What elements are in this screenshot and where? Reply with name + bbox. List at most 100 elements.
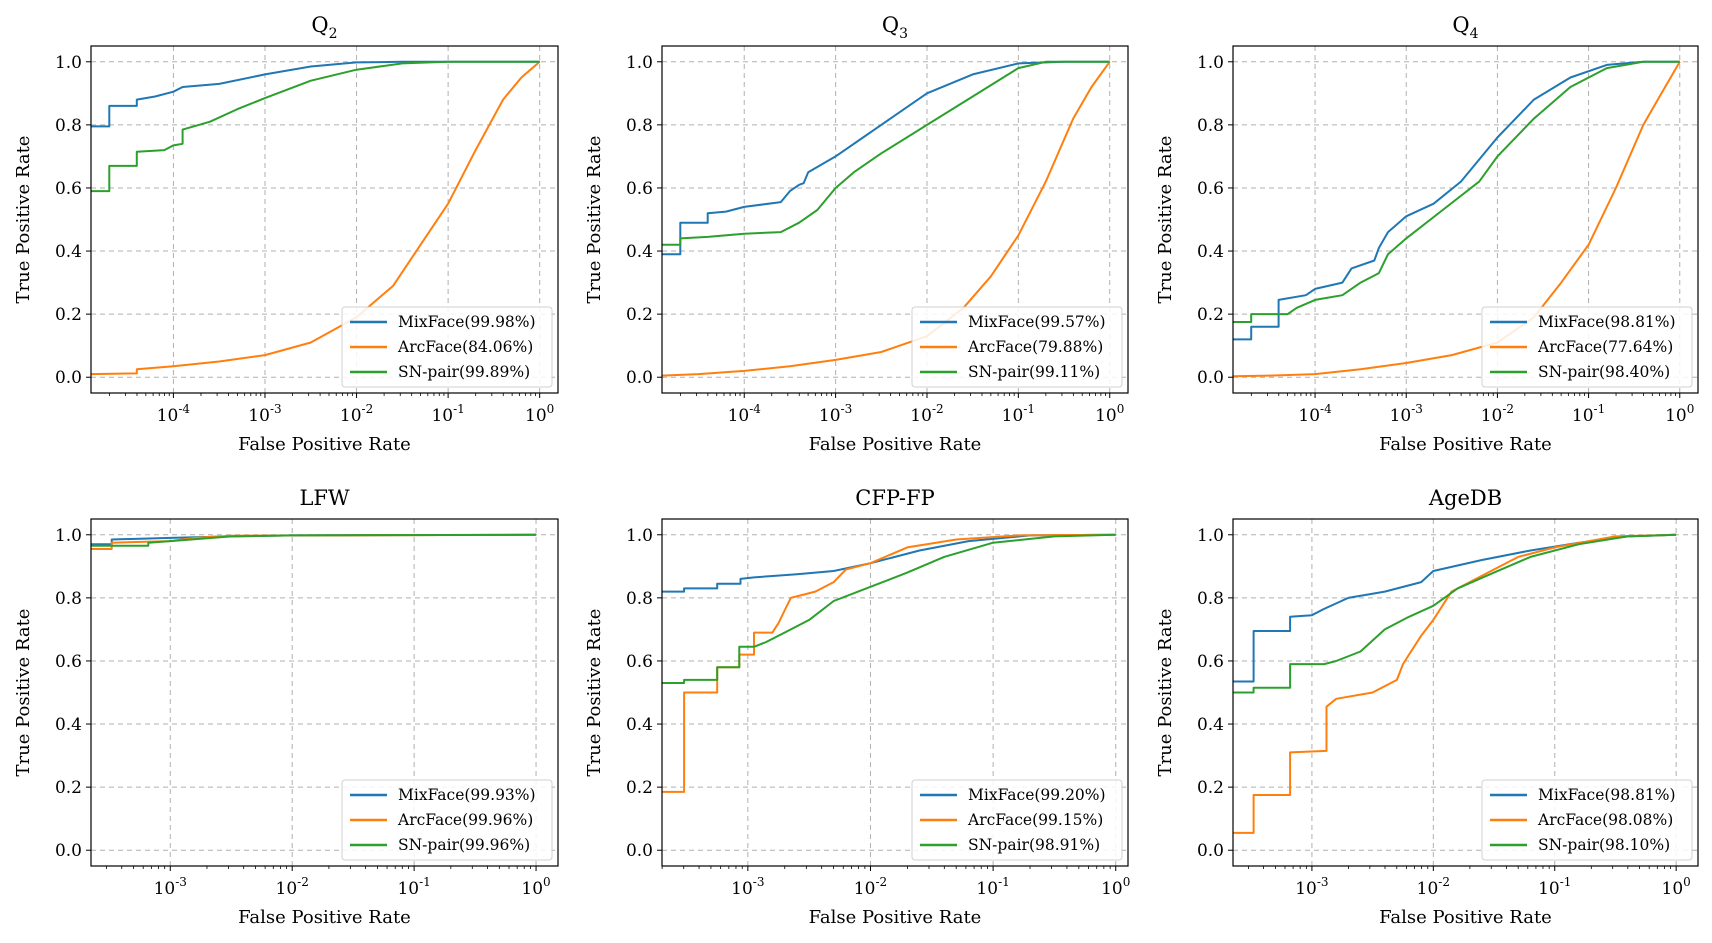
panel-title-main: Q [882, 13, 899, 37]
x-tick-label: 100 [1095, 402, 1124, 426]
x-tick-exponent: -1 [998, 875, 1010, 889]
legend-item: ArcFace(84.06%) [350, 338, 533, 356]
roc-curve-sn-pair [1233, 60, 1680, 323]
legend-item: SN-pair(99.11%) [920, 363, 1100, 381]
legend: MixFace(99.93%) ArcFace(99.96%) SN-pair(99… [341, 779, 553, 861]
x-tick-exponent: 0 [1687, 402, 1695, 416]
x-tick-base: 10 [276, 879, 298, 899]
x-tick-label: 100 [525, 402, 554, 426]
roc-curve-sn-pair [91, 60, 540, 193]
x-tick-label: 100 [521, 875, 550, 899]
x-tick-exponent: 0 [1683, 875, 1691, 889]
x-tick-exponent: -2 [1502, 402, 1514, 416]
x-tick-label: 10-2 [1417, 875, 1450, 899]
legend-label: ArcFace(98.08%) [1537, 811, 1673, 829]
y-axis-label: True Positive Rate [1155, 609, 1176, 777]
panel-title-main: Q [311, 13, 328, 37]
legend-item: ArcFace(98.08%) [1490, 811, 1673, 829]
x-tick-base: 10 [1572, 406, 1594, 426]
legend-label: MixFace(99.98%) [398, 313, 536, 331]
legend-label: ArcFace(84.06%) [397, 338, 533, 356]
y-tick-label: 1.0 [55, 526, 82, 546]
y-tick-label: 0.4 [55, 242, 82, 262]
x-tick-exponent: -4 [1320, 402, 1332, 416]
legend-item: ArcFace(79.88%) [920, 338, 1103, 356]
y-tick-label: 0.0 [626, 368, 653, 388]
x-axis-label: False Positive Rate [809, 434, 982, 455]
x-tick-exponent: -3 [270, 402, 282, 416]
x-tick-exponent: -2 [297, 875, 309, 889]
plot-frame [90, 45, 559, 394]
x-tick-base: 10 [157, 406, 179, 426]
x-tick-label: 10-3 [248, 402, 281, 426]
x-tick-exponent: -1 [1560, 875, 1572, 889]
x-tick-base: 10 [976, 879, 998, 899]
y-axis-label: True Positive Rate [584, 609, 605, 777]
legend-item: MixFace(99.20%) [920, 786, 1106, 804]
y-tick-label: 0.6 [1197, 179, 1224, 199]
legend-label: SN-pair(98.40%) [1538, 363, 1670, 381]
y-tick-label: 1.0 [626, 53, 653, 73]
panel-title: Q2 [311, 13, 337, 42]
x-tick-exponent: -2 [362, 402, 374, 416]
legend-box [341, 306, 553, 388]
y-tick-label: 0.6 [55, 179, 82, 199]
legend-label: SN-pair(99.89%) [398, 363, 530, 381]
y-tick-label: 0.6 [1197, 652, 1224, 672]
legend-item: MixFace(99.93%) [350, 786, 536, 804]
x-tick-label: 10-3 [819, 402, 852, 426]
roc-curve-sn-pair [662, 60, 1110, 246]
x-tick-exponent: -3 [1317, 875, 1329, 889]
legend-item: SN-pair(99.96%) [350, 836, 530, 854]
legend-box [1481, 306, 1693, 388]
y-axis-label: True Positive Rate [13, 609, 34, 777]
x-tick-base: 10 [731, 879, 753, 899]
y-tick-label: 0.6 [55, 652, 82, 672]
plot-frame [1232, 518, 1699, 867]
panel-title: LFW [299, 486, 350, 510]
legend-item: SN-pair(98.91%) [920, 836, 1100, 854]
legend-box [341, 779, 553, 861]
roc-curve-mixface [91, 60, 540, 128]
x-tick-exponent: -4 [749, 402, 761, 416]
x-tick-base: 10 [431, 406, 453, 426]
x-tick-base: 10 [1095, 406, 1117, 426]
x-tick-label: 10-1 [976, 875, 1009, 899]
legend: MixFace(99.98%) ArcFace(84.06%) SN-pair(99… [341, 306, 553, 388]
legend-item: MixFace(98.81%) [1490, 313, 1676, 331]
x-tick-base: 10 [1662, 879, 1684, 899]
x-tick-exponent: 0 [1123, 875, 1131, 889]
y-tick-label: 0.2 [55, 305, 82, 325]
x-tick-label: 10-4 [157, 402, 191, 426]
y-axis-label: True Positive Rate [584, 136, 605, 304]
x-axis-label: False Positive Rate [809, 907, 982, 928]
x-tick-exponent: -3 [175, 875, 187, 889]
legend-item: ArcFace(77.64%) [1490, 338, 1673, 356]
roc-curve-arcface [1233, 533, 1677, 834]
y-axis-label: True Positive Rate [13, 136, 34, 304]
x-tick-label: 10-3 [731, 875, 764, 899]
legend-label: SN-pair(99.96%) [398, 836, 530, 854]
y-tick-label: 0.0 [55, 368, 82, 388]
x-tick-label: 10-1 [431, 402, 464, 426]
legend-item: MixFace(98.81%) [1490, 786, 1676, 804]
x-tick-base: 10 [1390, 406, 1412, 426]
x-axis-label: False Positive Rate [238, 434, 411, 455]
panel-title: Q3 [882, 13, 908, 42]
roc-curve-mixface [662, 533, 1116, 593]
y-tick-label: 1.0 [626, 526, 653, 546]
y-tick-label: 0.2 [1197, 778, 1224, 798]
legend-label: SN-pair(98.10%) [1538, 836, 1670, 854]
y-tick-label: 1.0 [1197, 526, 1224, 546]
roc-curve-sn-pair [91, 533, 537, 547]
x-tick-label: 10-2 [910, 402, 943, 426]
panel-title-main: Q [1452, 13, 1469, 37]
x-tick-base: 10 [1417, 879, 1439, 899]
x-tick-base: 10 [397, 879, 419, 899]
x-tick-exponent: -3 [753, 875, 765, 889]
legend: MixFace(98.81%) ArcFace(77.64%) SN-pair(98… [1481, 306, 1693, 388]
y-tick-label: 0.8 [626, 116, 653, 136]
x-tick-label: 10-3 [1390, 402, 1423, 426]
panel-title-subscript: 3 [899, 26, 908, 42]
